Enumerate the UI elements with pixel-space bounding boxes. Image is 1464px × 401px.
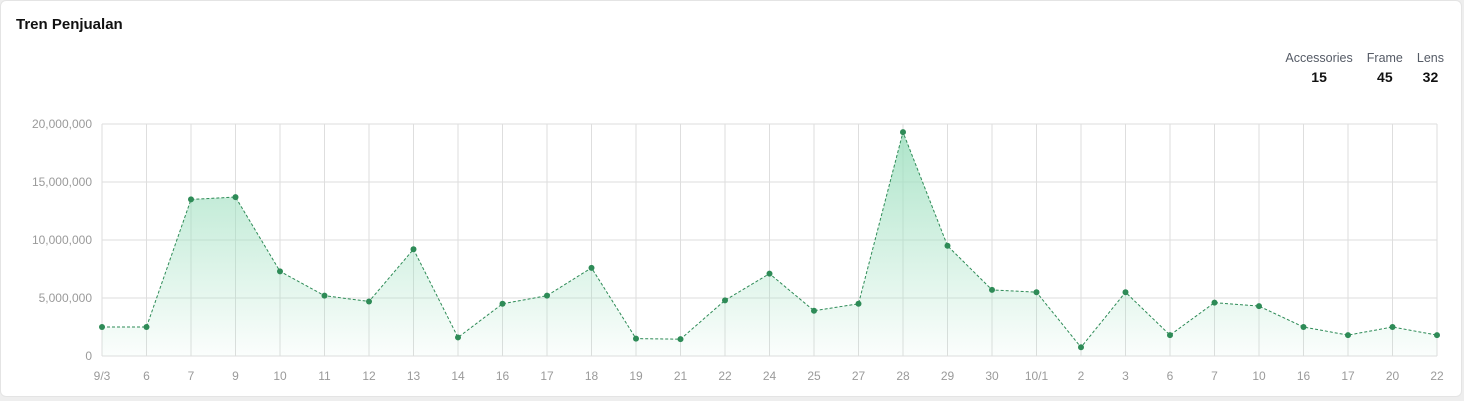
data-point bbox=[722, 297, 728, 304]
data-point bbox=[1078, 344, 1084, 351]
summary-accessories: Accessories 15 bbox=[1285, 51, 1352, 85]
x-tick-label: 24 bbox=[763, 369, 777, 383]
data-point bbox=[633, 335, 639, 342]
data-point bbox=[1033, 289, 1040, 296]
data-point bbox=[188, 196, 194, 203]
data-point bbox=[277, 268, 283, 275]
x-tick-label: 3 bbox=[1122, 369, 1129, 383]
data-point bbox=[1122, 289, 1129, 296]
x-tick-label: 16 bbox=[1297, 369, 1311, 383]
x-tick-label: 9 bbox=[232, 369, 239, 383]
summary-accessories-label: Accessories bbox=[1285, 51, 1353, 65]
data-point bbox=[1300, 324, 1307, 330]
summary-lens-label: Lens bbox=[1416, 51, 1444, 65]
summary-frame-label: Frame bbox=[1366, 51, 1403, 65]
data-point bbox=[544, 292, 550, 299]
x-tick-label: 17 bbox=[1341, 369, 1355, 383]
data-point bbox=[588, 264, 595, 271]
x-tick-label: 22 bbox=[718, 369, 732, 383]
sales-area-fill bbox=[102, 132, 1437, 356]
x-tick-label: 6 bbox=[143, 369, 150, 383]
data-point bbox=[1167, 332, 1173, 339]
x-tick-label: 13 bbox=[407, 369, 421, 383]
x-tick-label: 21 bbox=[674, 369, 688, 383]
summary-frame: Frame 45 bbox=[1367, 51, 1403, 85]
data-point bbox=[232, 194, 239, 201]
x-tick-label: 6 bbox=[1167, 369, 1174, 383]
x-tick-label: 10/1 bbox=[1025, 369, 1049, 383]
y-tick-label: 5,000,000 bbox=[39, 291, 93, 305]
x-tick-label: 7 bbox=[188, 369, 195, 383]
data-point bbox=[99, 324, 105, 330]
category-summary: Accessories 15 Frame 45 Lens 32 bbox=[1285, 51, 1444, 85]
data-point bbox=[410, 246, 417, 253]
x-tick-label: 12 bbox=[362, 369, 376, 383]
x-tick-label: 18 bbox=[585, 369, 599, 383]
data-point bbox=[1345, 332, 1351, 339]
data-point bbox=[1211, 299, 1218, 306]
x-tick-label: 29 bbox=[941, 369, 955, 383]
data-point bbox=[766, 270, 773, 277]
x-tick-label: 7 bbox=[1211, 369, 1218, 383]
x-tick-label: 11 bbox=[318, 369, 331, 383]
summary-lens: Lens 32 bbox=[1417, 51, 1444, 85]
data-point bbox=[143, 324, 150, 330]
data-point bbox=[900, 129, 906, 136]
summary-lens-value: 32 bbox=[1422, 69, 1439, 85]
data-point bbox=[855, 300, 862, 307]
x-tick-label: 27 bbox=[852, 369, 866, 383]
x-tick-label: 22 bbox=[1430, 369, 1444, 383]
y-tick-label: 0 bbox=[85, 349, 92, 363]
x-tick-label: 9/3 bbox=[94, 369, 111, 383]
data-point bbox=[811, 307, 817, 314]
x-tick-label: 10 bbox=[1252, 369, 1266, 383]
x-tick-label: 17 bbox=[540, 369, 554, 383]
x-tick-label: 28 bbox=[896, 369, 910, 383]
y-tick-label: 15,000,000 bbox=[32, 175, 92, 189]
chart-title: Tren Penjualan bbox=[16, 16, 123, 33]
data-point bbox=[321, 292, 328, 299]
x-tick-label: 19 bbox=[629, 369, 643, 383]
data-point bbox=[944, 242, 951, 249]
data-point bbox=[499, 300, 506, 307]
y-tick-label: 10,000,000 bbox=[32, 233, 92, 247]
data-point bbox=[1389, 324, 1396, 330]
data-point bbox=[677, 336, 684, 343]
x-tick-label: 14 bbox=[451, 369, 465, 383]
data-point bbox=[1256, 303, 1262, 310]
data-point bbox=[366, 298, 372, 305]
x-tick-label: 25 bbox=[807, 369, 821, 383]
x-tick-label: 16 bbox=[496, 369, 510, 383]
x-tick-label: 10 bbox=[273, 369, 287, 383]
data-point bbox=[1434, 332, 1440, 339]
data-point bbox=[989, 286, 995, 293]
summary-frame-value: 45 bbox=[1377, 69, 1393, 85]
summary-accessories-value: 15 bbox=[1311, 69, 1327, 85]
x-tick-label: 30 bbox=[985, 369, 999, 383]
y-tick-label: 20,000,000 bbox=[32, 117, 92, 131]
x-tick-label: 20 bbox=[1386, 369, 1400, 383]
data-point bbox=[455, 334, 461, 341]
x-tick-label: 2 bbox=[1078, 369, 1085, 383]
